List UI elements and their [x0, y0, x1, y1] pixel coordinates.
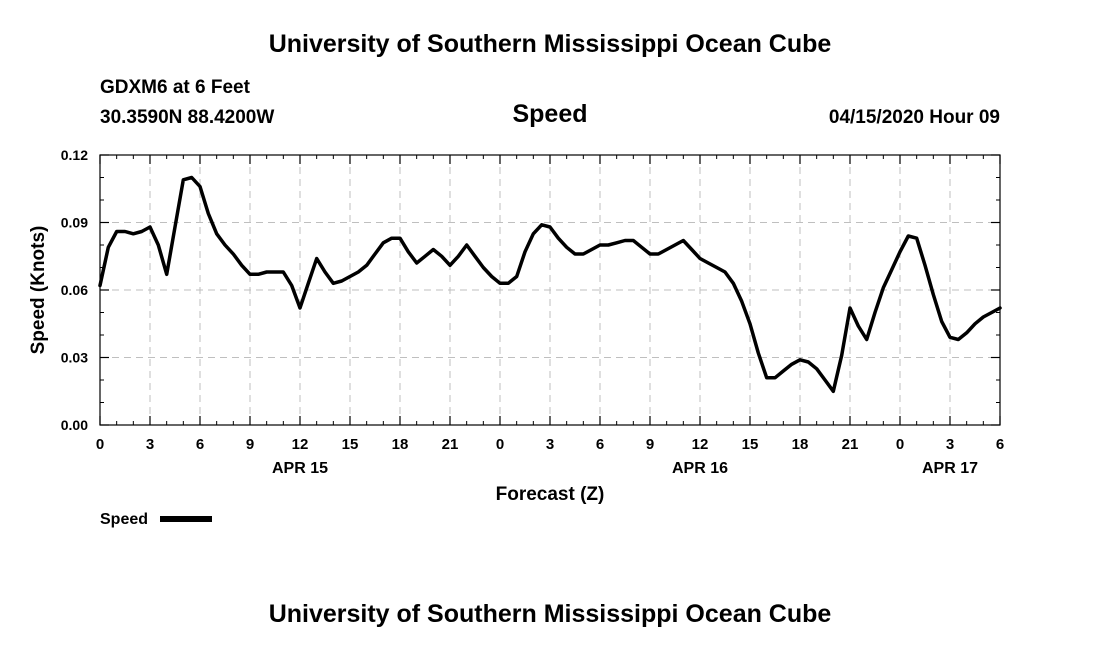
x-tick-label: 0 — [96, 436, 104, 453]
grid-lines — [100, 155, 1000, 425]
legend-label: Speed — [100, 511, 148, 528]
x-tick-label: 3 — [946, 436, 954, 453]
plot-frame — [99, 154, 1001, 426]
x-tick-label: 18 — [792, 436, 809, 453]
x-tick-label: 6 — [596, 436, 604, 453]
x-tick-label: 12 — [292, 436, 309, 453]
chart-title: Speed — [512, 100, 588, 128]
speed-series-line — [98, 175, 1002, 394]
date-label: APR 16 — [672, 460, 728, 477]
y-tick-label: 0.09 — [61, 215, 88, 231]
series-layer — [98, 175, 1002, 394]
x-tick-label: 0 — [496, 436, 504, 453]
legend-swatch — [160, 516, 212, 522]
legend: Speed — [100, 511, 212, 528]
station-label: GDXM6 at 6 Feet — [100, 77, 250, 98]
x-tick-label: 15 — [342, 436, 359, 453]
y-tick-labels: 0.00 0.03 0.06 0.09 0.12 — [61, 147, 88, 433]
y-tick-label: 0.00 — [61, 417, 88, 433]
x-tick-label: 18 — [392, 436, 409, 453]
station-coordinates: 30.3590N 88.4200W — [100, 107, 275, 128]
x-tick-label: 21 — [442, 436, 459, 453]
x-axis-title: Forecast (Z) — [496, 484, 605, 505]
y-tick-label: 0.12 — [61, 147, 88, 163]
x-tick-label: 21 — [842, 436, 859, 453]
date-labels: APR 15 APR 16 APR 17 — [272, 460, 978, 477]
date-label: APR 15 — [272, 460, 328, 477]
forecast-timestamp: 04/15/2020 Hour 09 — [828, 107, 1000, 128]
date-label: APR 17 — [922, 460, 978, 477]
x-tick-labels: 0 3 6 9 12 15 18 21 0 3 6 9 12 15 18 21 0 3 6 — [96, 436, 1004, 453]
x-tick-label: 6 — [196, 436, 204, 453]
page-title: University of Southern Mississippi Ocean… — [268, 30, 832, 58]
x-tick-label: 0 — [896, 436, 904, 453]
x-tick-label: 3 — [146, 436, 154, 453]
x-tick-label: 9 — [646, 436, 654, 453]
footer-title: University of Southern Mississippi Ocean… — [268, 600, 832, 628]
x-tick-label: 6 — [996, 436, 1004, 453]
x-tick-label: 12 — [692, 436, 709, 453]
x-tick-label: 9 — [246, 436, 254, 453]
x-tick-label: 15 — [742, 436, 759, 453]
y-axis-title: Speed (Knots) — [28, 226, 49, 355]
x-tick-label: 3 — [546, 436, 554, 453]
y-tick-label: 0.03 — [61, 350, 88, 366]
y-tick-label: 0.06 — [61, 282, 88, 298]
